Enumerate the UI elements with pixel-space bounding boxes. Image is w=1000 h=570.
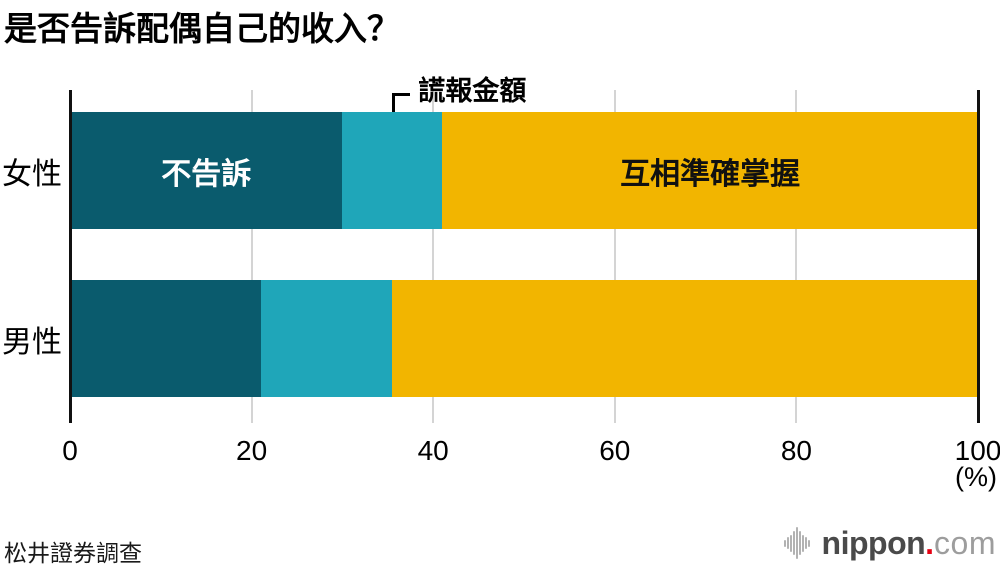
source-note: 松井證券調查: [4, 540, 142, 566]
annotation-line: [392, 93, 411, 112]
bar-segment-lie-amount: [342, 112, 443, 229]
logo-name: nippon: [821, 524, 926, 561]
gridline: [795, 90, 798, 423]
axis-line: [976, 90, 980, 423]
bar-segment-accurate: 互相準確掌握: [442, 112, 978, 229]
soundwave-icon: [783, 525, 810, 561]
gridline: [250, 90, 253, 423]
x-tick-label: 40: [417, 435, 449, 466]
bar-segment-lie-amount: [260, 280, 393, 397]
bar-segment-no-tell: [70, 280, 261, 397]
x-tick-label: 80: [780, 435, 812, 466]
logo-tld: com: [934, 524, 996, 561]
annotation-label: 謊報金額: [418, 76, 527, 106]
gridline: [432, 90, 435, 423]
segment-label: 互相準確掌握: [620, 157, 801, 191]
bar-row: 不告訴 互相準確掌握: [70, 112, 978, 229]
bar-segment-accurate: [392, 280, 978, 397]
category-label: 女性: [2, 157, 62, 191]
bar-row: [70, 280, 978, 397]
logo-dot: .: [925, 524, 935, 561]
chart-title: 是否告訴配偶自己的收入？: [4, 10, 400, 47]
x-tick-label: 20: [236, 435, 268, 466]
gridline: [613, 90, 616, 423]
x-tick-label: 100: [954, 435, 1000, 466]
x-tick-label: 60: [599, 435, 631, 466]
x-axis-unit: (%): [955, 462, 997, 492]
segment-label: 不告訴: [161, 157, 252, 191]
bar-segment-no-tell: 不告訴: [70, 112, 343, 229]
nippon-logo: nippon . com: [783, 521, 996, 565]
category-label: 男性: [2, 325, 62, 359]
axis-line: [68, 90, 72, 423]
logo-text: nippon . com: [822, 525, 996, 562]
x-tick-label: 0: [62, 435, 78, 466]
